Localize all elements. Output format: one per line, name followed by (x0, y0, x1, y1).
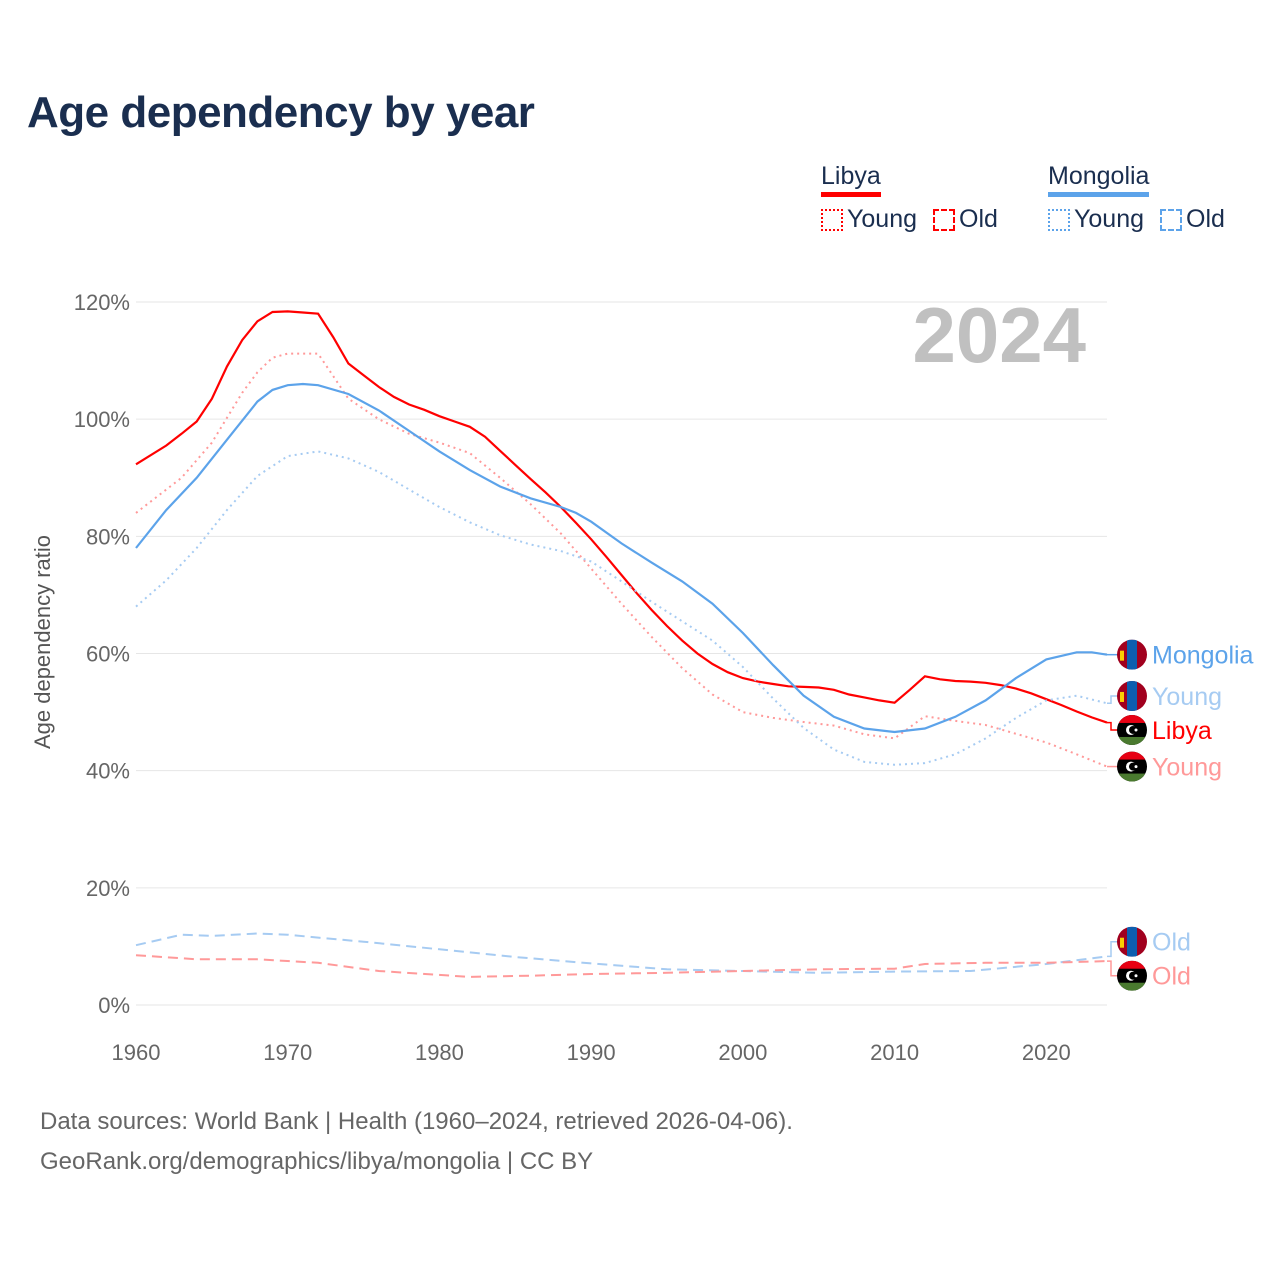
year-label: 2024 (912, 291, 1086, 379)
label-connector (1107, 960, 1118, 977)
mongolia-flag-icon (1117, 680, 1147, 711)
y-tick-label: 120% (74, 290, 130, 315)
mongolia-flag-icon (1117, 639, 1147, 670)
legend-mongolia-young[interactable]: Young (1048, 205, 1144, 234)
source-note: Data sources: World Bank | Health (1960–… (40, 1108, 793, 1135)
end-label-libya-old: Old (1152, 963, 1191, 991)
y-tick-label: 80% (86, 524, 130, 549)
end-label-mongolia-old: Old (1152, 929, 1191, 957)
legend-libya-young[interactable]: Young (821, 205, 917, 234)
y-tick-label: 60% (86, 642, 130, 667)
y-axis-label: Age dependency ratio (30, 535, 55, 749)
legend-mongolia[interactable]: Mongolia Young Old (1048, 162, 1225, 234)
chart-title: Age dependency by year (27, 88, 535, 137)
legend-libya-old[interactable]: Old (933, 205, 998, 234)
label-connector (1107, 940, 1118, 958)
libya-flag-icon (1117, 714, 1147, 745)
legend-label: Young (1074, 205, 1144, 233)
legend-mongolia-name: Mongolia (1048, 162, 1150, 197)
label-connector (1107, 721, 1118, 731)
credit-link[interactable]: GeoRank.org/demographics/libya/mongolia … (40, 1148, 594, 1175)
x-tick-label: 2010 (870, 1040, 919, 1065)
series-line-libya-old (135, 954, 1108, 978)
legend-label: Young (847, 205, 917, 233)
end-label-mongolia: Mongolia (1152, 642, 1254, 670)
series-line-mongolia (135, 382, 1108, 734)
x-tick-label: 2020 (1022, 1040, 1071, 1065)
x-tick-label: 1990 (567, 1040, 616, 1065)
series-line-mongolia-young (135, 450, 1108, 766)
dotted-swatch-icon (1048, 208, 1070, 231)
dotted-swatch-icon (821, 208, 843, 231)
end-label-libya-young: Young (1152, 754, 1222, 782)
legend-label: Old (1186, 205, 1225, 233)
dashed-swatch-icon (933, 208, 955, 231)
libya-flag-icon (1117, 960, 1147, 991)
x-tick-label: 2000 (718, 1040, 767, 1065)
y-tick-label: 40% (86, 759, 130, 784)
series-line-mongolia-old (135, 932, 1108, 974)
series-line-libya-young (135, 352, 1108, 768)
dashed-swatch-icon (1160, 208, 1182, 231)
libya-flag-icon (1117, 751, 1147, 782)
y-tick-label: 20% (86, 876, 130, 901)
legend-mongolia-old[interactable]: Old (1160, 205, 1225, 234)
y-tick-label: 100% (74, 407, 130, 432)
series-line-libya (135, 310, 1108, 724)
label-connector (1107, 695, 1118, 705)
legend-label: Old (959, 205, 998, 233)
legend-libya-name: Libya (821, 162, 881, 197)
end-label-mongolia-young: Young (1152, 683, 1222, 711)
legend-libya[interactable]: Libya Young Old (821, 162, 998, 234)
mongolia-flag-icon (1117, 926, 1147, 957)
y-tick-label: 0% (98, 993, 130, 1018)
x-tick-label: 1980 (415, 1040, 464, 1065)
x-tick-label: 1960 (112, 1040, 161, 1065)
x-tick-label: 1970 (263, 1040, 312, 1065)
end-label-libya: Libya (1152, 717, 1212, 745)
